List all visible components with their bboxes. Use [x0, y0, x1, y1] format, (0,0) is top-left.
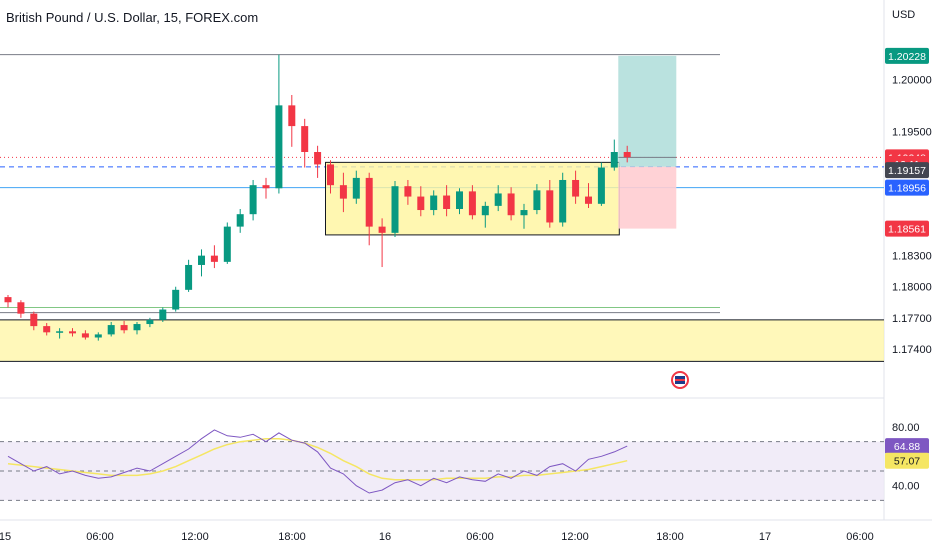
position-target-zone[interactable] — [618, 55, 677, 167]
candle-body[interactable] — [301, 126, 309, 152]
price-tick-label: 1.18000 — [892, 282, 932, 294]
rsi-ma-line[interactable] — [7, 437, 628, 481]
candle-body[interactable] — [468, 191, 476, 216]
candle-body[interactable] — [481, 205, 489, 216]
price-axis[interactable]: 1.20000 1.19500 1.18300 1.18000 1.17700 1.174… — [885, 47, 932, 493]
candle-body[interactable] — [210, 255, 218, 262]
candle-body[interactable] — [69, 331, 76, 334]
currency-label: USD — [892, 9, 915, 21]
time-tick-label: 12:00 — [181, 531, 209, 543]
candle-body[interactable] — [107, 325, 115, 335]
candle-body[interactable] — [494, 193, 502, 206]
candle-body[interactable] — [223, 226, 231, 262]
rsi-value-label-bg — [885, 438, 929, 455]
price-tick-label: 1.17400 — [892, 344, 932, 356]
position-stop-zone[interactable] — [618, 166, 677, 229]
price-label[interactable]: 1.18956 — [888, 183, 926, 195]
candle-body[interactable] — [456, 191, 463, 209]
price-tick-label: 1.18300 — [892, 251, 932, 263]
candle-body[interactable] — [378, 226, 386, 233]
rsi-pane[interactable] — [0, 429, 884, 501]
candle-body[interactable] — [352, 177, 360, 199]
chart-title: British Pound / U.S. Dollar, 15, FOREX.c… — [6, 10, 258, 25]
candle-body[interactable] — [133, 324, 141, 331]
economic-event-flag[interactable] — [671, 371, 689, 389]
time-tick-label: 18:00 — [656, 531, 684, 543]
candle-body[interactable] — [610, 152, 618, 168]
candle-body[interactable] — [56, 331, 64, 333]
candle-body[interactable] — [94, 334, 102, 338]
time-tick-label: 12:00 — [561, 531, 589, 543]
candle-body[interactable] — [185, 264, 193, 290]
candle-body[interactable] — [391, 186, 399, 233]
candle-body[interactable] — [314, 152, 322, 165]
candle-body[interactable] — [159, 309, 167, 320]
price-label-bg — [885, 220, 929, 237]
time-tick-label: 17 — [759, 531, 771, 543]
candle-body[interactable] — [520, 210, 528, 216]
candle-body[interactable] — [275, 105, 283, 189]
time-tick-label: 06:00 — [86, 531, 114, 543]
candle-body[interactable] — [430, 195, 438, 211]
price-tick-label: 1.17700 — [892, 313, 932, 325]
time-axis[interactable]: 15 06:00 12:00 18:00 16 06:00 12:00 18:00 17 06:0… — [0, 531, 874, 543]
candle-body[interactable] — [81, 333, 89, 338]
time-tick-label: 06:00 — [846, 531, 874, 543]
rsi-tick-label: 80.00 — [892, 422, 920, 434]
candle-body[interactable] — [597, 167, 605, 204]
price-label[interactable]: 1.19157 — [888, 165, 926, 177]
candle-body[interactable] — [30, 313, 38, 327]
price-label-bg — [885, 162, 929, 179]
candle-body[interactable] — [288, 105, 296, 127]
candle-body[interactable] — [623, 152, 631, 158]
candle-body[interactable] — [17, 302, 25, 314]
price-label-bg — [885, 47, 929, 64]
candle-body[interactable] — [120, 325, 128, 331]
candle-body[interactable] — [585, 196, 592, 204]
price-label[interactable]: 1.18561 — [888, 224, 926, 236]
time-tick-label: 06:00 — [466, 531, 494, 543]
candle-body[interactable] — [249, 185, 257, 215]
time-tick-label: 15 — [0, 531, 11, 543]
price-label[interactable]: 1.20228 — [888, 51, 926, 63]
candle-body[interactable] — [236, 214, 244, 227]
candle-body[interactable] — [198, 255, 205, 265]
candle-body[interactable] — [365, 177, 373, 227]
candle-body[interactable] — [327, 164, 334, 186]
candle-body[interactable] — [443, 195, 451, 209]
candle-body[interactable] — [262, 185, 270, 189]
candle-body[interactable] — [572, 179, 580, 197]
price-tick-label: 1.19500 — [892, 126, 932, 138]
rsi-value-label-bg — [885, 452, 929, 469]
time-tick-label: 16 — [379, 531, 391, 543]
candle-body[interactable] — [533, 190, 541, 211]
rsi-value-label[interactable]: 64.88 — [894, 441, 920, 453]
candle-body[interactable] — [43, 326, 51, 333]
candle-body[interactable] — [4, 297, 12, 303]
rsi-tick-label: 40.00 — [892, 481, 920, 493]
candle-body[interactable] — [404, 186, 412, 197]
candle-body[interactable] — [546, 190, 554, 223]
demand-zone[interactable] — [0, 319, 884, 362]
price-label-bg — [885, 179, 929, 196]
candle-body[interactable] — [417, 196, 425, 211]
candle-body[interactable] — [507, 193, 515, 216]
candle-body[interactable] — [559, 179, 567, 223]
time-tick-label: 18:00 — [278, 531, 306, 543]
rsi-value-label[interactable]: 57.07 — [894, 456, 920, 468]
price-pane[interactable] — [0, 54, 884, 362]
candle-body[interactable] — [172, 289, 180, 310]
candle-body[interactable] — [339, 185, 347, 199]
rsi-line[interactable] — [7, 429, 628, 494]
candle-body[interactable] — [146, 319, 154, 325]
price-tick-label: 1.20000 — [892, 74, 932, 86]
